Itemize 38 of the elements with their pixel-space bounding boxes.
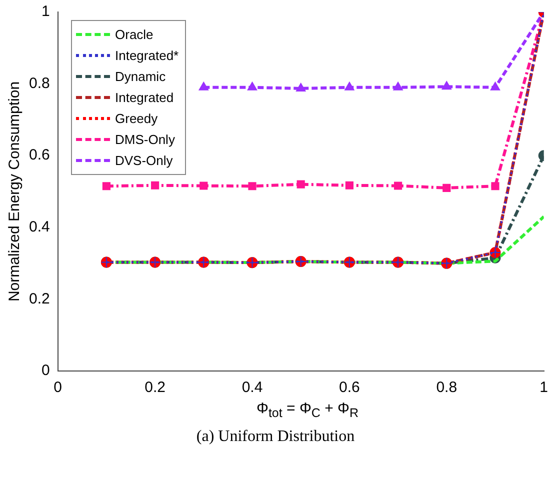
legend-label: DVS-Only [115, 153, 173, 168]
point [442, 184, 451, 192]
point [344, 82, 354, 90]
x-tick-label: 0.4 [242, 379, 263, 396]
point [151, 181, 160, 190]
legend-label: Greedy [115, 111, 158, 126]
point [102, 182, 110, 190]
point [200, 182, 208, 190]
legend-label: Integrated* [115, 48, 179, 63]
point [296, 82, 306, 92]
x-tick-label: 1 [540, 379, 548, 396]
text: (a) Uniform Distribution [195, 428, 356, 446]
x-tick-label: 0.8 [436, 379, 458, 396]
y-axis-title: Normalized Energy Consumption [6, 81, 24, 302]
legend-label: Integrated [115, 90, 174, 105]
point [442, 81, 452, 90]
point [393, 82, 403, 90]
y-tick-label: 0.6 [28, 146, 50, 164]
point [198, 82, 208, 90]
legend-label: Oracle [115, 27, 154, 42]
point [394, 182, 402, 190]
x-axis-title: Φ$_{tot}$ = Φ$_{C}$ + Φ$_{R}$ [255, 400, 360, 420]
x-tick-label: 0 [54, 379, 62, 396]
point [491, 182, 500, 190]
point [248, 182, 256, 190]
point [296, 180, 305, 188]
point [247, 82, 258, 90]
legend-label: Dynamic [115, 69, 166, 84]
y-tick-label: 0.2 [28, 290, 50, 308]
x-tick-label: 0.6 [339, 379, 360, 396]
y-tick-label: 0.4 [28, 218, 50, 236]
point [490, 82, 500, 90]
y-tick-label: 1 [42, 3, 50, 20]
x-tick-label: 0.2 [144, 379, 166, 396]
legend-label: DMS-Only [115, 132, 175, 147]
y-tick-label: 0.8 [28, 74, 50, 92]
y-tick-label: 0 [42, 362, 50, 380]
point [345, 181, 354, 190]
